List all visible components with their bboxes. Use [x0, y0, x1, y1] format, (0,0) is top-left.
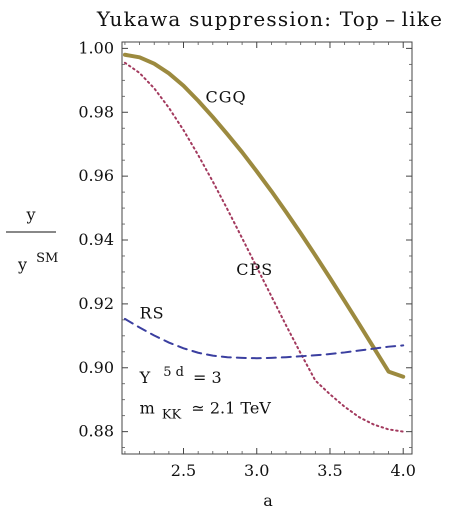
y-axis-ticks: 0.88 0.90 0.92 0.94 0.96 0.98 1.00 [78, 38, 412, 449]
y-tick-label: 0.92 [78, 294, 114, 313]
series-labels: CGQ CPS RS [140, 88, 273, 323]
x-tick-label: 3.5 [317, 461, 342, 480]
y-tick-label: 0.90 [78, 358, 114, 377]
x-tick-label: 4.0 [390, 461, 415, 480]
series-line-cgq [122, 52, 406, 379]
annotations-group: Y 5 d = 3 m KK ≃ 2.1 TeV [139, 361, 272, 423]
plot-frame-group [121, 41, 413, 455]
y-tick-label: 0.94 [78, 230, 114, 249]
plot-frame [121, 41, 413, 455]
y-tick-label: 0.98 [78, 102, 114, 121]
annotation-m-value: ≃ 2.1 TeV [191, 398, 271, 417]
series-label-rs: RS [140, 303, 165, 322]
x-tick-label: 2.5 [171, 461, 196, 480]
x-axis-label: a [263, 491, 273, 510]
y-axis-label-denominator-sup: SM [36, 251, 58, 266]
annotation-y-symbol: Y [139, 368, 151, 387]
annotation-m-subscript: KK [162, 407, 182, 422]
y-axis-label-denominator: y SM [17, 251, 58, 274]
series-label-cgq: CGQ [205, 88, 246, 107]
x-axis-ticks: 2.5 3.0 3.5 4.0 [124, 42, 416, 480]
annotation-y-value: = 3 [193, 368, 222, 387]
y-tick-label: 1.00 [78, 38, 114, 57]
y-axis-label: y y SM [6, 205, 58, 274]
series-layer [122, 52, 406, 433]
series-line-cps [123, 61, 405, 433]
chart-title: Yukawa suppression: Top – like [96, 7, 443, 31]
annotation-line-1: Y 5 d = 3 [139, 361, 222, 387]
y-axis-label-denominator-base: y [17, 255, 27, 274]
annotation-y-superscript: 5 d [163, 365, 184, 380]
x-tick-label: 3.0 [244, 461, 269, 480]
y-tick-label: 0.96 [78, 166, 114, 185]
y-tick-label: 0.88 [78, 422, 114, 441]
annotation-line-2: m KK ≃ 2.1 TeV [140, 398, 272, 422]
series-label-cps: CPS [236, 260, 273, 279]
y-axis-label-numerator: y [25, 205, 35, 224]
series-line-rs [123, 317, 405, 360]
annotation-m-symbol: m [140, 398, 155, 417]
